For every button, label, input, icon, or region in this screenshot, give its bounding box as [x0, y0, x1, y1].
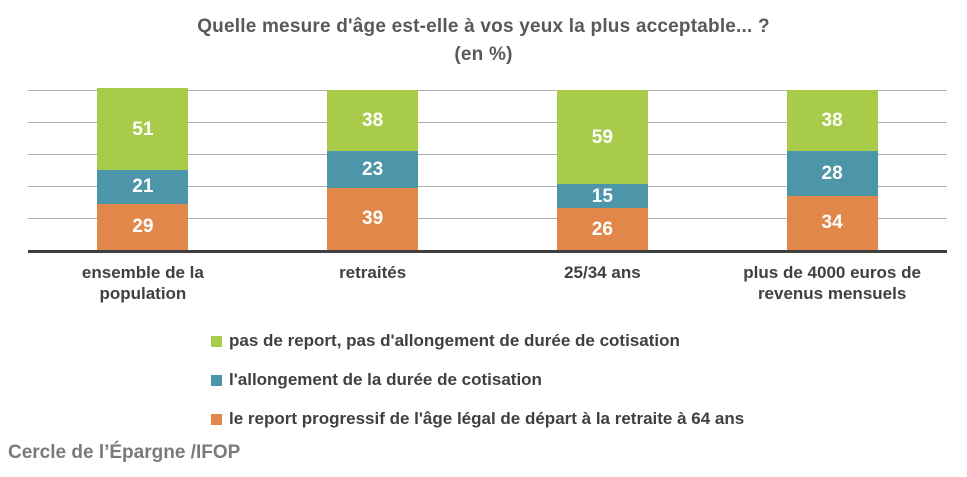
- bar-segment: 23: [327, 150, 419, 188]
- bar-segment: 15: [556, 184, 648, 209]
- bar: 51 21 29: [97, 88, 189, 250]
- bar-segment: 34: [786, 195, 878, 250]
- legend: pas de report, pas d'allongement de duré…: [211, 331, 744, 429]
- bar-segment: 59: [556, 90, 648, 185]
- source-label: Cercle de l’Épargne /IFOP: [8, 442, 241, 463]
- bar-value-label: 28: [821, 162, 843, 184]
- bar-segment: 29: [97, 203, 189, 250]
- bar-value-label: 51: [132, 118, 154, 140]
- bar-value-label: 23: [362, 158, 384, 180]
- chart-subtitle: (en %): [454, 44, 513, 65]
- bar-value-label: 38: [821, 109, 843, 131]
- bar-value-label: 29: [132, 216, 154, 238]
- gridline: [28, 186, 947, 187]
- bar-value-label: 38: [362, 109, 384, 131]
- x-axis-line: [28, 250, 947, 253]
- legend-swatch: [211, 335, 222, 347]
- category-label: plus de 4000 euros de revenus mensuels: [743, 263, 921, 303]
- bar: 38 28 34: [786, 90, 878, 250]
- bar-segment: 26: [556, 208, 648, 250]
- legend-item: l'allongement de la durée de cotisation: [211, 370, 744, 390]
- legend-item: pas de report, pas d'allongement de duré…: [211, 331, 744, 351]
- bar-value-label: 39: [362, 208, 384, 230]
- chart-title: Quelle mesure d'âge est-elle à vos yeux …: [197, 16, 770, 37]
- bar-segment: 38: [786, 90, 878, 151]
- bar-segment: 39: [327, 187, 419, 250]
- bar: 59 15 26: [556, 90, 648, 250]
- bar-value-label: 59: [591, 126, 613, 148]
- bar-segment: 38: [327, 90, 419, 151]
- bar-value-label: 15: [591, 185, 613, 207]
- legend-item: le report progressif de l'âge légal de d…: [211, 409, 744, 429]
- legend-swatch: [211, 374, 222, 386]
- gridline: [28, 218, 947, 219]
- bar-segment: 51: [97, 88, 189, 171]
- legend-swatch: [211, 413, 222, 425]
- bar: 38 23 39: [327, 90, 419, 250]
- gridline: [28, 154, 947, 155]
- bar-segment: 28: [786, 150, 878, 196]
- gridline: [28, 122, 947, 123]
- category-label: 25/34 ans: [564, 263, 641, 282]
- plot-area: 51 21 29 38 23 39 59 15 26 38 28 34: [28, 88, 947, 253]
- legend-label: le report progressif de l'âge légal de d…: [229, 409, 745, 428]
- bar-value-label: 21: [132, 176, 154, 198]
- bar-value-label: 26: [591, 218, 613, 240]
- bar-value-label: 34: [821, 212, 843, 234]
- category-label: retraités: [339, 263, 407, 282]
- bar-segment: 21: [97, 170, 189, 204]
- chart-title-block: Quelle mesure d'âge est-elle à vos yeux …: [0, 13, 967, 69]
- legend-label: l'allongement de la durée de cotisation: [229, 370, 542, 389]
- category-label: ensemble de la population: [81, 263, 204, 303]
- gridline: [28, 90, 947, 91]
- category-axis: ensemble de la population retraités 25/34 …: [28, 262, 947, 314]
- legend-label: pas de report, pas d'allongement de duré…: [229, 331, 680, 350]
